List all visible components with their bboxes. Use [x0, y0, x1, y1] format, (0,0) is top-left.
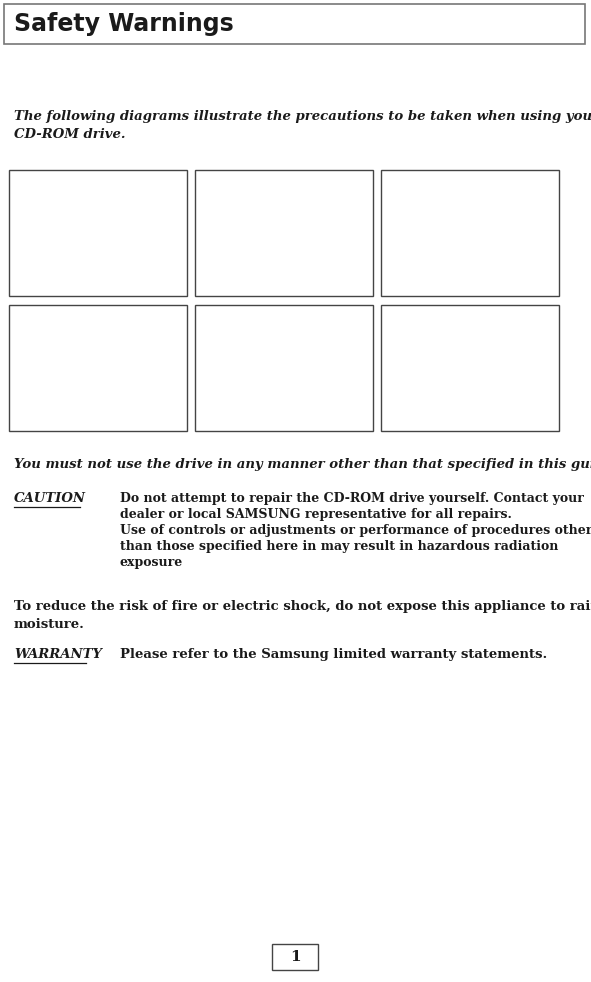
- Bar: [381, 305, 559, 431]
- Text: Do not attempt to repair the CD-ROM drive yourself. Contact your: Do not attempt to repair the CD-ROM driv…: [120, 492, 584, 505]
- Text: You must not use the drive in any manner other than that specified in this guide: You must not use the drive in any manner…: [14, 458, 591, 471]
- Text: To reduce the risk of fire or electric shock, do not expose this appliance to ra: To reduce the risk of fire or electric s…: [14, 600, 591, 613]
- Text: CAUTION: CAUTION: [14, 492, 86, 505]
- Bar: [272, 944, 318, 970]
- Text: than those specified here in may result in hazardous radiation: than those specified here in may result …: [120, 540, 558, 553]
- Bar: [9, 170, 187, 296]
- Text: 1: 1: [290, 950, 300, 964]
- Bar: [195, 305, 373, 431]
- Text: WARRANTY: WARRANTY: [14, 648, 102, 661]
- Bar: [9, 305, 187, 431]
- Text: exposure: exposure: [120, 556, 183, 569]
- Text: CD-ROM drive.: CD-ROM drive.: [14, 128, 125, 141]
- Bar: [195, 170, 373, 296]
- Text: Safety Warnings: Safety Warnings: [14, 12, 234, 36]
- Bar: [381, 170, 559, 296]
- Text: The following diagrams illustrate the precautions to be taken when using your: The following diagrams illustrate the pr…: [14, 110, 591, 123]
- Bar: [4, 4, 585, 44]
- Text: Use of controls or adjustments or performance of procedures other: Use of controls or adjustments or perfor…: [120, 524, 591, 537]
- Text: Please refer to the Samsung limited warranty statements.: Please refer to the Samsung limited warr…: [120, 648, 547, 661]
- Text: moisture.: moisture.: [14, 618, 85, 631]
- Text: dealer or local SAMSUNG representative for all repairs.: dealer or local SAMSUNG representative f…: [120, 508, 512, 521]
